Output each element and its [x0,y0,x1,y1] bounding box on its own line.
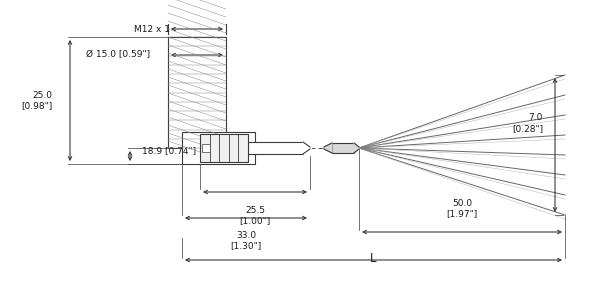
Text: 25.0
[0.98"]: 25.0 [0.98"] [21,91,52,110]
Text: 25.5
[1.00"]: 25.5 [1.00"] [240,206,271,226]
Bar [168,37,226,148]
Bar [200,134,248,162]
Text: 7.0
[0.28"]: 7.0 [0.28"] [512,113,543,133]
Polygon shape [324,143,332,153]
Text: Ø 15.0 [0.59"]: Ø 15.0 [0.59"] [86,50,150,60]
Bar [202,144,210,152]
Polygon shape [354,143,359,153]
Text: 50.0
[1.97"]: 50.0 [1.97"] [447,199,478,218]
Bar [182,132,255,164]
Text: 33.0
[1.30"]: 33.0 [1.30"] [230,231,261,250]
Text: M12 x 1: M12 x 1 [134,24,170,33]
Text: L: L [371,252,377,265]
Bar [248,142,303,154]
Bar [332,143,354,153]
Text: 18.9 [0.74"]: 18.9 [0.74"] [142,147,196,156]
Polygon shape [303,142,310,154]
